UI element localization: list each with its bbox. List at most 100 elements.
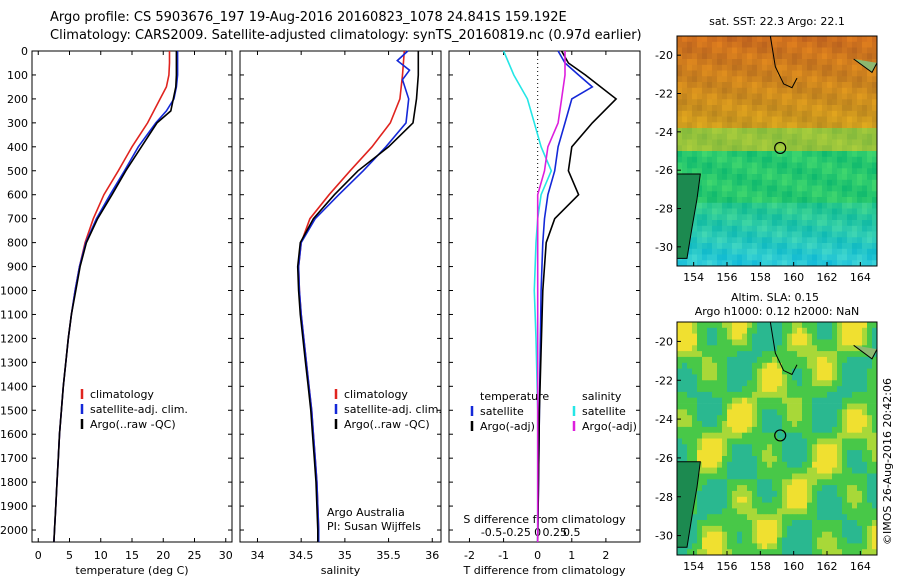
map-cell	[837, 168, 843, 175]
map-cell	[822, 322, 828, 329]
map-cell	[837, 467, 843, 474]
map-cell	[792, 351, 798, 358]
map-cell	[772, 225, 778, 232]
map-cell	[702, 537, 708, 544]
map-cell	[752, 87, 758, 94]
map-cell	[812, 105, 818, 112]
map-cell	[747, 151, 753, 158]
map-cell	[847, 322, 853, 329]
map-cell	[797, 508, 803, 515]
map-cell	[787, 156, 793, 163]
map-cell	[822, 225, 828, 232]
map-cell	[867, 254, 873, 261]
map-cell	[862, 391, 868, 399]
map-cell	[767, 415, 773, 422]
map-cell	[772, 122, 778, 129]
map-cell	[747, 197, 753, 204]
map-cell	[822, 374, 828, 381]
map-cell	[872, 168, 878, 175]
map-cell	[872, 333, 878, 340]
map-cell	[872, 461, 878, 468]
depth-tick-label: 100	[7, 69, 28, 82]
map-cell	[802, 322, 808, 329]
map-cell	[797, 64, 803, 71]
map-cell	[702, 76, 708, 83]
map-cell	[862, 231, 868, 238]
map-cell	[757, 537, 763, 544]
map-cell	[827, 549, 833, 556]
map-cell	[802, 461, 808, 468]
map-cell	[757, 47, 763, 54]
map-cell	[867, 438, 873, 445]
map-cell	[842, 122, 848, 129]
map-cell	[697, 93, 703, 100]
map-cell	[832, 231, 838, 238]
map-cell	[702, 415, 708, 422]
temperature-legend-label: climatology	[90, 388, 154, 401]
map-cell	[727, 248, 733, 255]
map-cell	[752, 243, 758, 250]
map-cell	[767, 105, 773, 112]
map-cell	[782, 185, 788, 192]
map-cell	[797, 105, 803, 112]
map-cell	[867, 248, 873, 255]
map-cell	[687, 254, 693, 261]
map-cell	[872, 53, 878, 60]
map-cell	[757, 450, 763, 457]
map-cell	[782, 537, 788, 544]
map-cell	[817, 36, 823, 43]
map-cell	[847, 47, 853, 54]
map-cell	[707, 415, 713, 422]
map-cell	[767, 438, 773, 445]
map-cell	[797, 197, 803, 204]
map-cell	[852, 237, 858, 244]
map-cell	[842, 82, 848, 89]
map-cell	[727, 122, 733, 129]
map-cell	[762, 116, 768, 123]
sst_map-xtick-label: 156	[717, 271, 738, 284]
map-cell	[707, 345, 713, 352]
map-cell	[732, 403, 738, 410]
map-cell	[812, 467, 818, 474]
map-cell	[732, 156, 738, 163]
map-cell	[857, 356, 863, 364]
map-cell	[707, 543, 713, 550]
map-cell	[762, 59, 768, 66]
map-cell	[822, 397, 828, 404]
map-cell	[872, 191, 878, 198]
map-cell	[737, 421, 743, 428]
map-cell	[752, 467, 758, 474]
map-cell	[827, 450, 833, 457]
map-cell	[857, 490, 863, 498]
map-cell	[732, 93, 738, 100]
map-cell	[727, 156, 733, 163]
map-cell	[727, 99, 733, 106]
map-cell	[807, 456, 813, 463]
map-cell	[792, 502, 798, 509]
map-cell	[737, 333, 743, 340]
map-cell	[772, 214, 778, 221]
map-cell	[862, 145, 868, 152]
map-cell	[767, 456, 773, 463]
map-cell	[797, 374, 803, 381]
map-cell	[852, 133, 858, 140]
map-cell	[852, 432, 858, 439]
map-cell	[787, 254, 793, 261]
map-cell	[777, 444, 783, 451]
map-cell	[772, 426, 778, 434]
map-cell	[832, 41, 838, 48]
map-cell	[857, 220, 863, 227]
map-cell	[762, 122, 768, 129]
map-cell	[802, 473, 808, 480]
map-cell	[722, 231, 728, 238]
map-cell	[842, 70, 848, 77]
map-cell	[787, 76, 793, 83]
map-cell	[817, 53, 823, 60]
map-cell	[872, 76, 878, 83]
map-cell	[832, 537, 838, 544]
map-cell	[817, 116, 823, 123]
map-cell	[772, 514, 778, 521]
map-cell	[852, 248, 858, 255]
map-cell	[782, 36, 788, 43]
